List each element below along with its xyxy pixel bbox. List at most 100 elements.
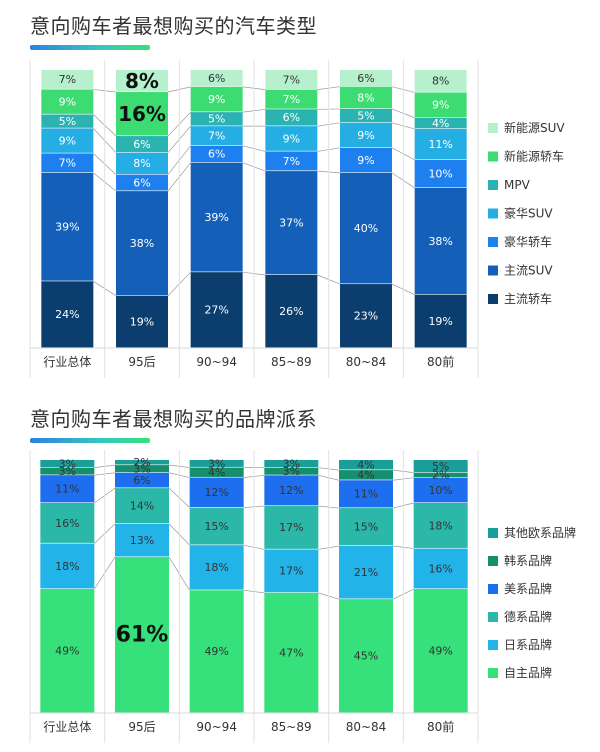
bar-segment-2-4-0 (339, 599, 393, 713)
value-label: 24% (55, 308, 79, 321)
bar-segment-1-5-5 (414, 92, 467, 118)
value-label: 9% (283, 132, 300, 145)
value-label: 47% (279, 646, 303, 659)
value-label: 5% (59, 115, 76, 128)
bar-segment-2-2-1 (189, 545, 244, 590)
legend-label: 日系品牌 (504, 638, 552, 652)
legend-label: 新能源轿车 (504, 149, 564, 164)
legend-label: 豪华SUV (504, 206, 553, 221)
bar-segment-2-5-3 (413, 477, 468, 503)
value-label: 17% (279, 521, 303, 534)
bar-segment-1-3-0 (265, 274, 318, 348)
value-label: 11% (428, 138, 452, 151)
x-tick-label: 80前 (427, 354, 454, 369)
value-label: 6% (133, 474, 150, 487)
bar-segment-2-4-3 (339, 480, 393, 508)
bar-segment-1-1-4 (116, 136, 168, 152)
value-label: 4% (357, 459, 374, 472)
bar-segment-2-2-2 (189, 507, 244, 545)
bar-segment-2-2-5 (189, 460, 244, 467)
legend-swatch (488, 612, 498, 622)
value-label: 5% (357, 109, 374, 122)
bar-segment-2-2-3 (189, 477, 244, 507)
bar-segment-1-1-0 (116, 295, 168, 348)
value-label: 37% (279, 217, 303, 230)
bar-segment-1-4-3 (340, 122, 392, 148)
legend-swatch (488, 180, 498, 190)
value-label: 14% (130, 500, 154, 513)
value-label: 3% (133, 462, 150, 475)
legend-label: 其他欧系品牌 (504, 526, 576, 540)
value-label: 10% (428, 167, 452, 180)
legend-swatch (488, 668, 498, 678)
value-label: 9% (59, 95, 76, 108)
vehicle-type-chart: 24% 39% 7% 9% 5% 9% 7% 19% 38% 6% 8% 6% 16% 8% 27% 39% 6… (29, 60, 565, 378)
value-label: 2% (133, 456, 150, 469)
value-label: 8% (357, 91, 374, 104)
bar-segment-2-5-2 (413, 503, 468, 548)
bar-segment-2-3-1 (264, 549, 319, 593)
bar-segment-1-2-3 (190, 126, 243, 146)
value-label: 9% (432, 99, 449, 112)
value-label: 12% (204, 486, 228, 499)
value-label: 13% (130, 534, 154, 547)
bar-segment-2-0-1 (40, 543, 95, 589)
value-label: 9% (59, 134, 76, 147)
highlight-value-label: 16% (118, 102, 166, 126)
value-label: 6% (208, 72, 225, 85)
bar-segment-1-1-3 (116, 152, 168, 174)
bar-segment-2-2-4 (189, 467, 244, 477)
value-label: 6% (133, 138, 150, 151)
bar-segment-2-5-1 (413, 548, 468, 589)
bar-segment-1-4-1 (340, 172, 392, 284)
x-tick-label: 80前 (427, 719, 454, 734)
value-label: 9% (208, 93, 225, 106)
x-tick-label: 行业总体 (43, 720, 91, 734)
value-label: 27% (204, 304, 228, 317)
legend-swatch (488, 640, 498, 650)
value-label: 7% (283, 155, 300, 168)
value-label: 15% (354, 521, 378, 534)
value-label: 16% (55, 517, 79, 530)
value-label: 19% (428, 315, 452, 328)
value-label: 6% (133, 176, 150, 189)
bar-segment-2-1-0 (115, 557, 169, 713)
bar-segment-1-4-4 (340, 108, 392, 123)
value-label: 15% (204, 520, 228, 533)
bar-segment-2-1-5 (115, 460, 169, 465)
bar-segment-1-3-5 (265, 89, 318, 109)
value-label: 8% (432, 75, 449, 88)
value-label: 18% (428, 519, 452, 532)
legend-label: 自主品牌 (504, 666, 552, 680)
value-label: 7% (59, 73, 76, 86)
bar-segment-1-3-3 (265, 126, 318, 151)
bar-segment-2-4-1 (339, 546, 393, 599)
value-label: 7% (283, 93, 300, 106)
x-tick-label: 80~84 (346, 720, 387, 734)
bar-segment-1-0-4 (41, 114, 94, 128)
value-label: 17% (279, 565, 303, 578)
value-label: 45% (354, 650, 378, 663)
legend-swatch (488, 151, 498, 162)
value-label: 38% (130, 237, 154, 250)
bar-segment-1-5-0 (414, 294, 467, 348)
value-label: 49% (428, 645, 452, 658)
chart-2-title-underline (30, 438, 150, 443)
value-label: 7% (59, 157, 76, 170)
bar-segment-2-3-4 (264, 467, 319, 475)
bar-segment-1-5-6 (414, 70, 467, 92)
x-tick-label: 90~94 (196, 720, 237, 734)
value-label: 18% (55, 560, 79, 573)
legend-label: 豪华轿车 (504, 234, 552, 249)
bar-segment-1-4-5 (340, 86, 392, 109)
legend-swatch (488, 528, 498, 538)
x-tick-label: 80~84 (346, 355, 387, 369)
bar-segment-2-0-4 (40, 467, 95, 475)
bar-segment-2-2-0 (189, 590, 244, 713)
brand-origin-chart: 49%18%16%11%3%3%61%13%14%6%3%2%49%18%15%… (29, 450, 576, 743)
value-label: 3% (283, 457, 300, 470)
bar-segment-2-4-4 (339, 470, 393, 480)
value-label: 6% (283, 111, 300, 124)
bar-segment-1-0-0 (41, 281, 94, 348)
